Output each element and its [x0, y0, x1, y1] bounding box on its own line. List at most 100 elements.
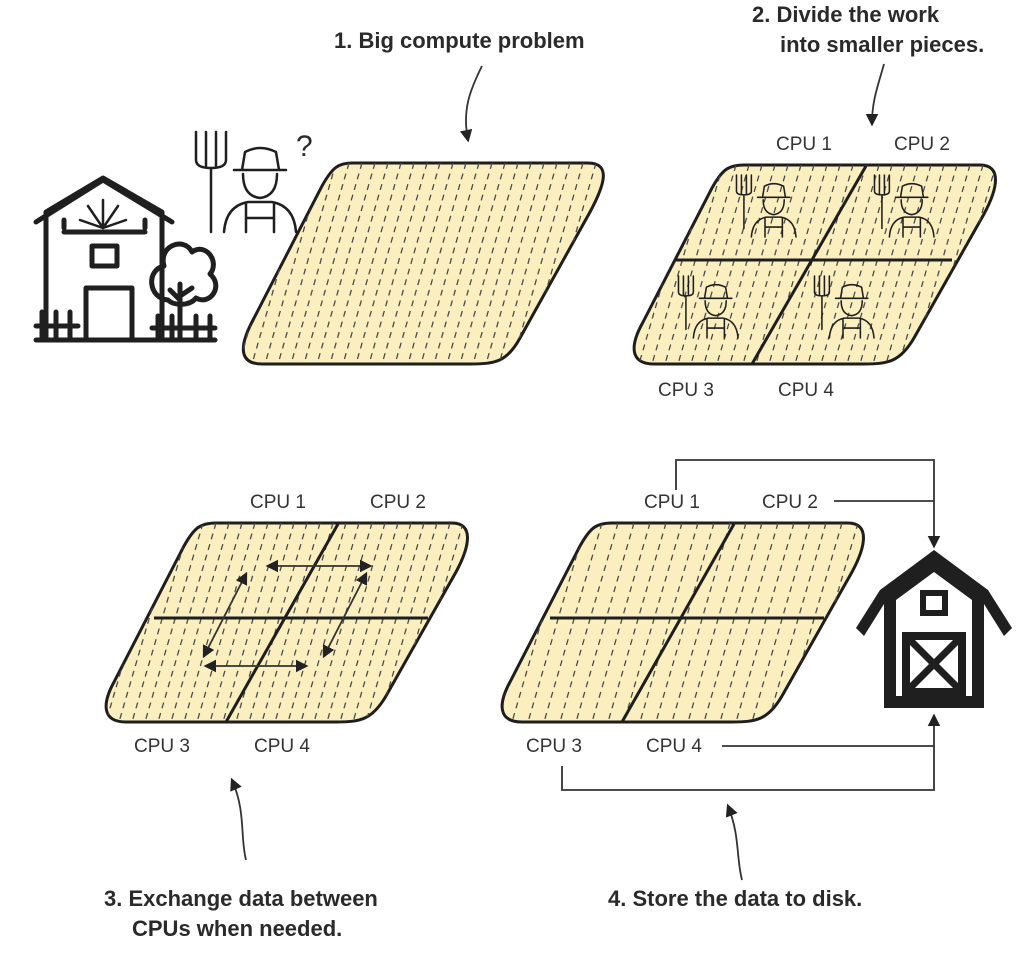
field-row-line: [872, 165, 932, 364]
field-row-line: [559, 523, 619, 722]
caption-step4: 4. Store the data to disk.: [608, 886, 862, 911]
field-row-line: [352, 523, 412, 722]
field-row-line: [755, 165, 815, 364]
big-field: [241, 161, 605, 366]
field-row-line: [671, 523, 731, 722]
exchange-cpu2-label: CPU 2: [370, 492, 426, 513]
field-row-line: [924, 165, 984, 364]
field-row-line: [407, 163, 467, 364]
divided-field: [632, 163, 1032, 366]
field-row-line: [157, 523, 217, 722]
field-row-line: [703, 523, 763, 722]
exchange-arrows: [202, 559, 373, 673]
field-row-line: [639, 523, 699, 722]
store-cpu4-label: CPU 4: [646, 736, 702, 757]
field-row-line: [767, 523, 827, 722]
farmer-cpu2-icon: [873, 174, 935, 238]
store-cpu2-label: CPU 2: [762, 492, 818, 513]
field-row-line: [524, 163, 584, 364]
exchange-cpu1-label: CPU 1: [250, 492, 306, 513]
field-row-line: [719, 523, 779, 722]
field-row-line: [742, 165, 802, 364]
caption-step1-arrow: [459, 65, 483, 143]
field-row-line: [807, 165, 867, 364]
store-connectors: [561, 459, 941, 791]
tree-icon: [149, 241, 219, 343]
field-row-line: [248, 523, 308, 722]
caption-step2-line2: into smaller pieces.: [780, 32, 984, 57]
field-row-line: [394, 163, 454, 364]
field-row-line: [261, 523, 321, 722]
caption-step1: 1. Big compute problem: [334, 28, 585, 53]
field-row-line: [287, 523, 347, 722]
field-row-line: [677, 165, 737, 364]
field-row-line: [235, 523, 295, 722]
field-row-line: [485, 163, 545, 364]
field-row-line: [751, 523, 811, 722]
caption-step4-arrow: [725, 803, 743, 881]
field-row-line: [381, 163, 441, 364]
field-row-line: [391, 523, 451, 722]
field-row-line: [368, 163, 428, 364]
field-row-line: [885, 165, 945, 364]
farmer-cpu4-icon: [813, 275, 875, 339]
farmer-icon: [222, 146, 298, 234]
divide-cpu3-label: CPU 3: [658, 380, 714, 401]
divide-cpu4-label: CPU 4: [778, 380, 834, 401]
store-cpu1-label: CPU 1: [644, 492, 700, 513]
field-row-line: [607, 523, 667, 722]
field-row-line: [655, 523, 715, 722]
field-row-line: [329, 163, 389, 364]
field-row-line: [687, 523, 747, 722]
field-row-line: [846, 165, 906, 364]
caption-step3-line1: 3. Exchange data between: [104, 886, 378, 911]
field-row-line: [365, 523, 425, 722]
divide-cpu1-label: CPU 1: [776, 134, 832, 155]
field-row-line: [144, 523, 204, 722]
field-row-line: [290, 163, 350, 364]
field-row-line: [989, 165, 996, 364]
field-row-line: [316, 163, 376, 364]
field-row-line: [768, 165, 828, 364]
field-row-line: [794, 165, 854, 364]
field-row-line: [446, 163, 506, 364]
field-row-line: [729, 165, 789, 364]
store-cpu3-label: CPU 3: [526, 736, 582, 757]
field-row-line: [690, 165, 750, 364]
field-row-line: [543, 523, 603, 722]
field-row-line: [703, 165, 763, 364]
field-row-line: [131, 523, 191, 722]
caption-step3-line2: CPUs when needed.: [132, 916, 342, 941]
field-row-line: [591, 523, 651, 722]
caption-step2-arrow: [865, 63, 885, 127]
field-row-line: [911, 165, 971, 364]
field-row-line: [433, 163, 493, 364]
exchange-field: [104, 521, 469, 724]
field-row-line: [783, 523, 843, 722]
field-row-line: [898, 165, 958, 364]
caption-step3-arrow: [230, 777, 247, 861]
divide-cpu2-label: CPU 2: [894, 134, 950, 155]
field-row-line: [820, 165, 880, 364]
field-row-line: [355, 163, 415, 364]
field-row-line: [472, 163, 532, 364]
field-row-line: [859, 165, 919, 364]
question-mark: ?: [296, 130, 313, 163]
field-row-line: [342, 163, 402, 364]
farmer-cpu3-icon: [677, 275, 739, 339]
field-row-line: [735, 523, 795, 722]
field-row-line: [511, 163, 571, 364]
exchange-cpu4-label: CPU 4: [254, 736, 310, 757]
store-field: [500, 521, 865, 724]
pitchfork-icon: [194, 130, 228, 234]
field-row-line: [378, 523, 438, 722]
farmhouse-icon: [33, 175, 218, 343]
field-row-line: [459, 163, 519, 364]
field-row-line: [664, 165, 724, 364]
field-row-line: [1016, 165, 1032, 364]
exchange-cpu3-label: CPU 3: [134, 736, 190, 757]
field-row-line: [1003, 165, 1032, 364]
field-row-line: [498, 163, 558, 364]
field-row-line: [170, 523, 230, 722]
